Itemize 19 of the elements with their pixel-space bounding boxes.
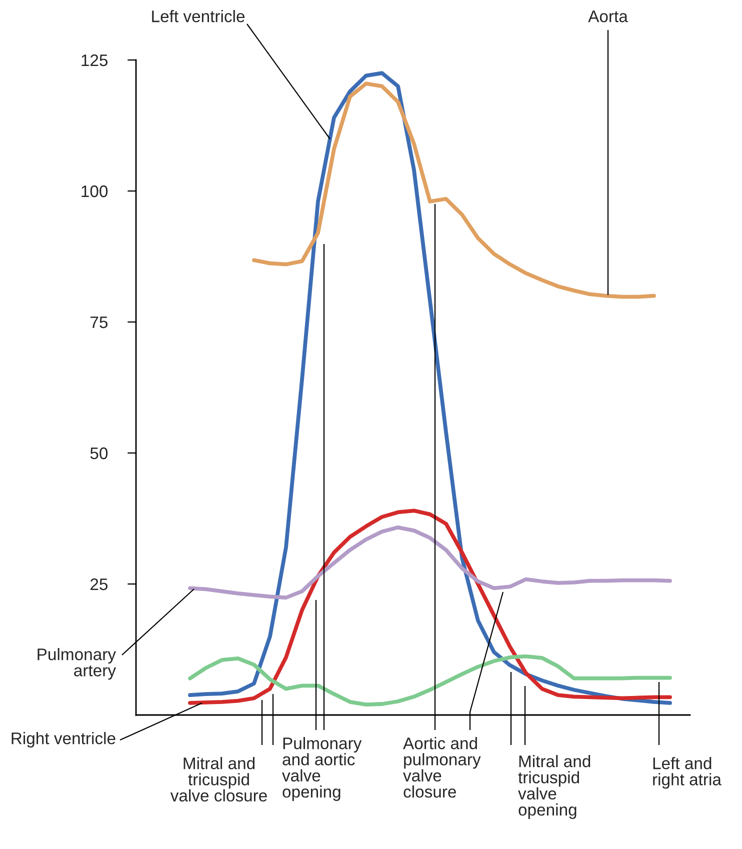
text: Mitral and tricuspid valve closure [170, 757, 267, 802]
line-series [188, 654, 672, 706]
y-tick-label: 75 [90, 316, 108, 328]
line-series [188, 508, 672, 705]
text: Pulmonary artery [38, 648, 116, 680]
text: Right ventricle [12, 732, 116, 748]
text: Left ventricle [152, 10, 245, 22]
line-series [252, 82, 656, 299]
y-tick-label: 125 [82, 54, 108, 66]
text: Mitral and tricuspid valve opening [518, 755, 590, 819]
line-series [188, 525, 672, 600]
text: Aorta [588, 10, 628, 22]
text: Aortic and pulmonary valve closure [403, 737, 481, 798]
line-series [188, 71, 672, 705]
y-tick-label: 50 [90, 447, 108, 460]
y-tick-label: 100 [82, 185, 108, 198]
y-tick-label: 25 [90, 578, 108, 590]
text: Left and right atria [653, 757, 722, 789]
text: Pulmonary and aortic valve opening [282, 737, 362, 801]
